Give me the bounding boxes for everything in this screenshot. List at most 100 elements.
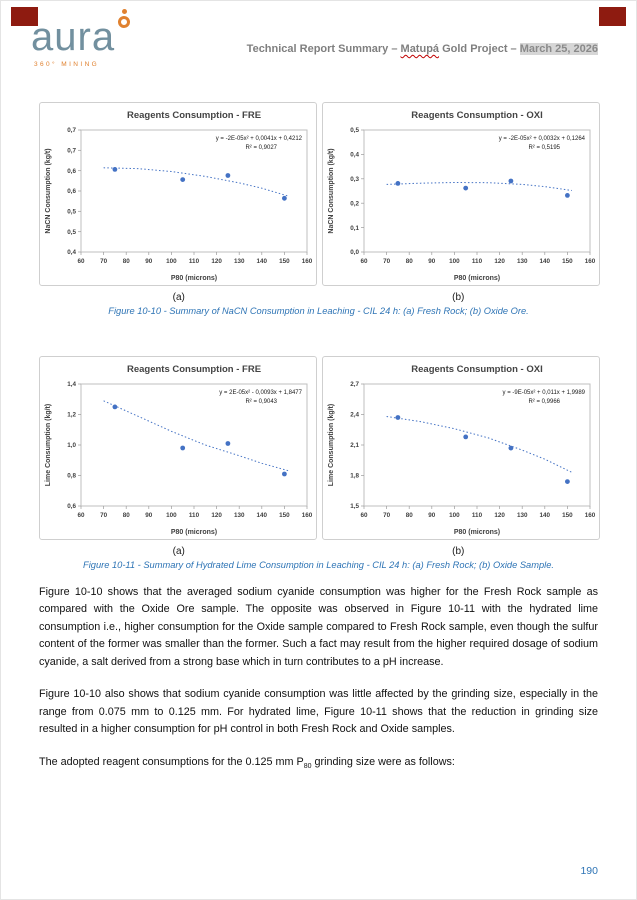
svg-text:160: 160	[302, 258, 313, 265]
svg-text:1,8: 1,8	[350, 473, 359, 480]
svg-text:y = -2E-05x² + 0,0041x + 0,421: y = -2E-05x² + 0,0041x + 0,4212	[216, 136, 303, 142]
svg-text:P80 (microns): P80 (microns)	[454, 275, 500, 282]
svg-text:110: 110	[472, 512, 483, 519]
corner-mark-left	[11, 7, 38, 26]
title-middle: Gold Project –	[439, 43, 520, 55]
figure-10-11-sublabels: (a) (b)	[39, 546, 598, 557]
svg-text:R² = 0,9043: R² = 0,9043	[245, 399, 277, 405]
svg-text:2,4: 2,4	[350, 412, 359, 419]
svg-text:100: 100	[449, 512, 460, 519]
title-project-name: Matupá	[400, 43, 440, 55]
svg-text:y = -9E-05x² + 0,011x + 1,9989: y = -9E-05x² + 0,011x + 1,9989	[503, 390, 586, 396]
sublabel-a: (a)	[172, 292, 185, 303]
svg-text:120: 120	[211, 258, 222, 265]
figure-10-10-sublabels: (a) (b)	[39, 292, 598, 303]
svg-text:Reagents Consumption - FRE: Reagents Consumption - FRE	[127, 364, 261, 375]
svg-text:80: 80	[406, 512, 414, 519]
svg-text:0,4: 0,4	[350, 152, 359, 159]
sublabel-b: (b)	[452, 546, 465, 557]
svg-text:130: 130	[517, 258, 528, 265]
chart-lime-fresh-rock: Reagents Consumption - FRE 0,6 0,8 1,0 1,2 1,…	[39, 356, 317, 540]
svg-text:90: 90	[145, 258, 153, 265]
svg-text:150: 150	[562, 512, 573, 519]
aura-logo: aura 360° MINING	[31, 9, 131, 68]
svg-text:150: 150	[562, 258, 573, 265]
document-title: Technical Report Summary – Matupá Gold P…	[247, 43, 598, 55]
svg-text:Reagents Consumption - FRE: Reagents Consumption - FRE	[127, 110, 261, 121]
svg-text:Reagents Consumption - OXI: Reagents Consumption - OXI	[411, 364, 542, 375]
svg-text:100: 100	[166, 258, 177, 265]
chart-lime-oxide: Reagents Consumption - OXI 1,5 1,8 2,1 2,4 2,…	[322, 356, 600, 540]
svg-text:160: 160	[302, 512, 313, 519]
svg-text:70: 70	[100, 512, 108, 519]
title-prefix: Technical Report Summary –	[246, 43, 401, 55]
body-text: Figure 10-10 shows that the averaged sod…	[39, 584, 598, 772]
svg-text:NaCN Consumption (kg/t): NaCN Consumption (kg/t)	[45, 148, 52, 233]
svg-text:140: 140	[257, 258, 268, 265]
svg-text:140: 140	[540, 512, 551, 519]
figure-10-11-caption: Figure 10-11 - Summary of Hydrated Lime …	[83, 560, 554, 570]
svg-text:Reagents Consumption - OXI: Reagents Consumption - OXI	[411, 110, 542, 121]
svg-text:R² = 0,9966: R² = 0,9966	[528, 399, 560, 405]
svg-text:2,1: 2,1	[350, 442, 359, 449]
svg-text:0,8: 0,8	[67, 473, 76, 480]
page-number: 190	[580, 865, 598, 877]
svg-text:P80 (microns): P80 (microns)	[171, 275, 217, 282]
svg-text:60: 60	[360, 512, 368, 519]
svg-text:160: 160	[585, 512, 596, 519]
svg-text:0,5: 0,5	[350, 127, 359, 134]
svg-text:0,3: 0,3	[350, 176, 359, 183]
svg-text:P80 (microns): P80 (microns)	[454, 529, 500, 536]
svg-text:90: 90	[428, 258, 436, 265]
figure-10-10-charts: Reagents Consumption - FRE 0,4 0,5 0,5 0,6 0,…	[39, 102, 600, 286]
svg-text:70: 70	[100, 258, 108, 265]
svg-text:0,4: 0,4	[67, 249, 76, 256]
logo-dot-ring-icon	[118, 9, 131, 28]
svg-text:130: 130	[517, 512, 528, 519]
svg-text:80: 80	[123, 512, 131, 519]
figure-10-11-block: Reagents Consumption - FRE 0,6 0,8 1,0 1,2 1,…	[39, 356, 600, 570]
svg-text:1,4: 1,4	[67, 381, 76, 388]
figure-10-11-charts: Reagents Consumption - FRE 0,6 0,8 1,0 1,2 1,…	[39, 356, 600, 540]
svg-text:100: 100	[449, 258, 460, 265]
paragraph-3-subscript: 80	[303, 763, 312, 771]
svg-text:2,7: 2,7	[350, 381, 359, 388]
svg-text:160: 160	[585, 258, 596, 265]
figure-10-10-block: Reagents Consumption - FRE 0,4 0,5 0,5 0,6 0,…	[39, 102, 600, 316]
svg-text:130: 130	[234, 258, 245, 265]
chart-nacn-oxide: Reagents Consumption - OXI 0,0 0,1 0,2 0,3 0,…	[322, 102, 600, 286]
svg-text:110: 110	[472, 258, 483, 265]
chart-nacn-fresh-rock: Reagents Consumption - FRE 0,4 0,5 0,5 0,6 0,…	[39, 102, 317, 286]
svg-text:110: 110	[189, 258, 200, 265]
svg-text:0,7: 0,7	[67, 127, 76, 134]
svg-text:120: 120	[211, 512, 222, 519]
svg-text:90: 90	[145, 512, 153, 519]
svg-text:0,7: 0,7	[67, 148, 76, 155]
svg-text:R² = 0,5195: R² = 0,5195	[528, 145, 560, 151]
svg-text:130: 130	[234, 512, 245, 519]
svg-text:NaCN Consumption (kg/t): NaCN Consumption (kg/t)	[328, 148, 335, 233]
svg-text:80: 80	[406, 258, 414, 265]
svg-text:60: 60	[77, 258, 85, 265]
svg-text:60: 60	[77, 512, 85, 519]
svg-text:0,6: 0,6	[67, 188, 76, 195]
svg-text:100: 100	[166, 512, 177, 519]
page-header: aura 360° MINING Technical Report Summar…	[1, 1, 636, 68]
svg-text:P80 (microns): P80 (microns)	[171, 529, 217, 536]
logo-wordmark: aura	[31, 15, 116, 59]
svg-text:140: 140	[540, 258, 551, 265]
svg-text:120: 120	[494, 512, 505, 519]
svg-text:70: 70	[383, 512, 391, 519]
svg-text:Lime Consumption (kg/t): Lime Consumption (kg/t)	[45, 404, 52, 486]
svg-text:140: 140	[257, 512, 268, 519]
paragraph-3: The adopted reagent consumptions for the…	[39, 754, 598, 772]
paragraph-3-text: The adopted reagent consumptions for the…	[39, 755, 304, 768]
svg-text:y = -2E-05x² + 0,0032x + 0,126: y = -2E-05x² + 0,0032x + 0,1264	[499, 136, 586, 142]
paragraph-1: Figure 10-10 shows that the averaged sod…	[39, 586, 598, 668]
sublabel-b: (b)	[452, 292, 465, 303]
logo-tagline: 360° MINING	[34, 61, 100, 68]
title-date: March 25, 2026	[519, 43, 598, 55]
svg-text:0,5: 0,5	[67, 229, 76, 236]
svg-text:120: 120	[494, 258, 505, 265]
